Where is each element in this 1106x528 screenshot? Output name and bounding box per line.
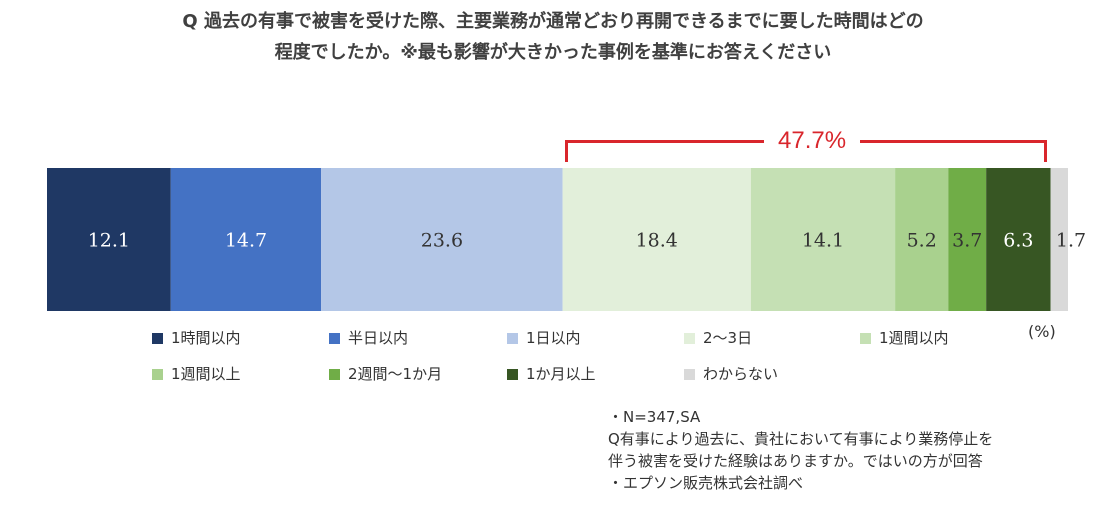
bar-label-6: 3.7: [952, 230, 982, 252]
bar-segment-8: [1050, 168, 1068, 311]
chart-title: Q 過去の有事で被害を受けた際、主要業務が通常どおり再開できるまでに要した時間は…: [0, 6, 1106, 68]
chart-title-line-1: Q 過去の有事で被害を受けた際、主要業務が通常どおり再開できるまでに要した時間は…: [182, 11, 924, 32]
bar-segment-3: [562, 168, 751, 311]
bar-segment-2: [321, 168, 563, 311]
bar-label-8: 1.7: [1056, 230, 1086, 252]
bar-label-5: 5.2: [907, 230, 937, 252]
source-note-line-1: ・N=347,SA: [608, 408, 701, 426]
chart-title-line-2: 程度でしたか。※最も影響が大きかった事例を基準にお答えください: [274, 42, 832, 63]
unit-label: (%): [1028, 322, 1056, 341]
bar-segment-5: [895, 168, 949, 311]
source-note-line-4: ・エプソン販売株式会社調べ: [608, 474, 804, 492]
bar-label-7: 6.3: [1003, 230, 1033, 252]
bar-segment-0: [47, 168, 171, 311]
bar-label-3: 18.4: [636, 230, 678, 252]
source-note-line-2: Q有事により過去に、貴社において有事により業務停止を: [608, 430, 994, 448]
bar-label-1: 14.7: [225, 230, 267, 252]
bar-segment-4: [750, 168, 896, 311]
source-note: ・N=347,SA Q有事により過去に、貴社において有事により業務停止を 伴う被…: [608, 406, 993, 494]
bar-segment-6: [948, 168, 987, 311]
bar-segment-1: [170, 168, 322, 311]
bar-label-0: 12.1: [88, 230, 130, 252]
bar-label-4: 14.1: [802, 230, 844, 252]
bar-label-2: 23.6: [421, 230, 463, 252]
source-note-line-3: 伴う被害を受けた経験はありますか。ではいの方が回答: [608, 452, 983, 470]
highlight-bracket: [565, 140, 1047, 162]
bar-segment-7: [986, 168, 1051, 311]
